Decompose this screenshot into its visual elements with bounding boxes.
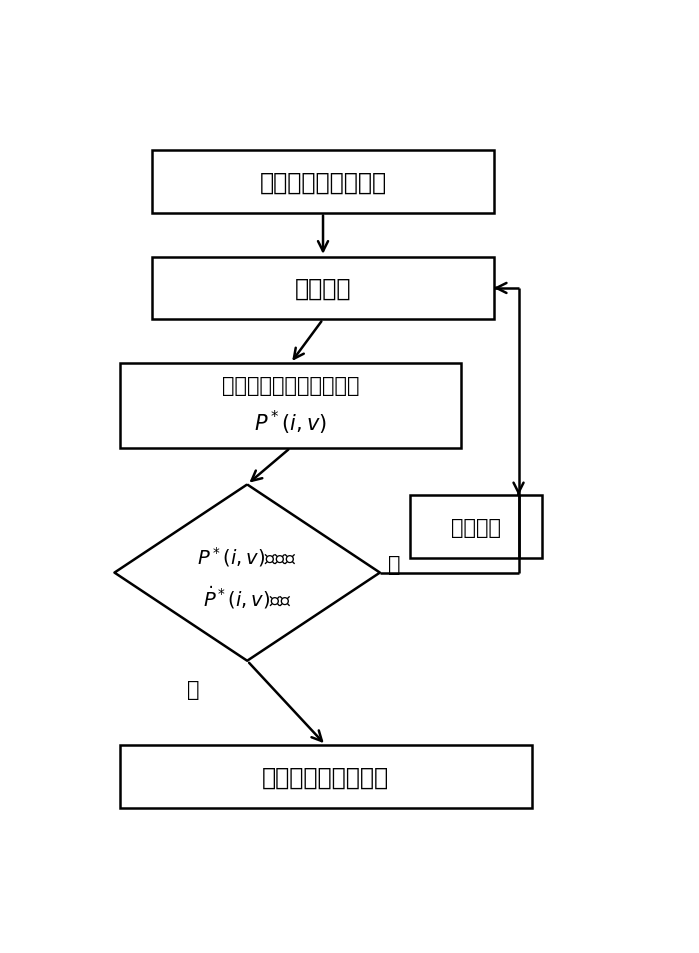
Bar: [120, 364, 461, 448]
Text: 构建李雅普诺夫能量函数
$P^*(i,v)$: 构建李雅普诺夫能量函数 $P^*(i,v)$: [222, 375, 359, 436]
Text: 建立模型: 建立模型: [295, 276, 352, 300]
Text: $\dot{P}^*(i,v)$负定: $\dot{P}^*(i,v)$负定: [203, 584, 291, 611]
Bar: [120, 745, 532, 808]
Text: 是: 是: [187, 679, 199, 700]
Text: $P^*(i,v)$正定且: $P^*(i,v)$正定且: [197, 545, 297, 569]
Text: 参数重构: 参数重构: [451, 517, 501, 537]
Text: 否: 否: [388, 555, 401, 574]
Bar: [152, 257, 493, 320]
Text: 电力电子化电力系统: 电力电子化电力系统: [259, 171, 387, 194]
Bar: [410, 496, 542, 558]
Bar: [152, 152, 493, 213]
Text: 估计系统的临界能量: 估计系统的临界能量: [262, 764, 389, 789]
